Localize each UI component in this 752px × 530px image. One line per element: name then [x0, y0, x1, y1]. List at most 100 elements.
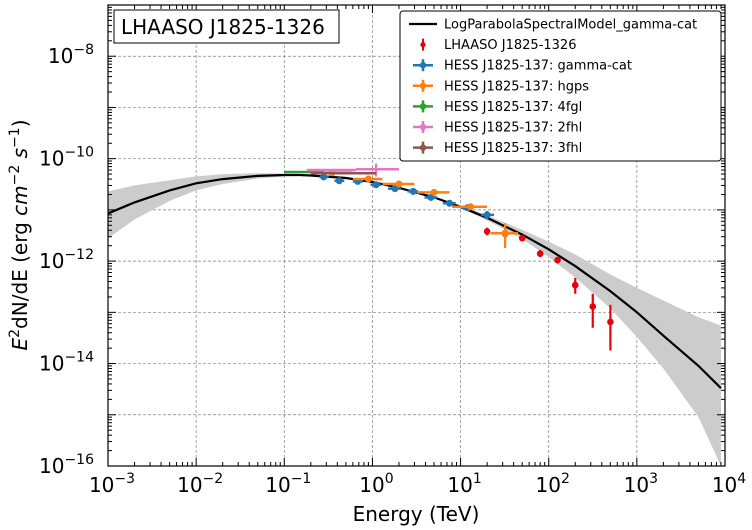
- legend-label: HESS J1825-137: 4fgl: [444, 100, 582, 115]
- data-point: [364, 175, 372, 183]
- tick-label-base: 10: [89, 473, 114, 497]
- data-point: [536, 250, 544, 257]
- plot-frame: [107, 4, 726, 467]
- data-point: [427, 193, 435, 201]
- x-axis-title: Energy (TeV): [353, 502, 480, 526]
- legend-label: LHAASO J1825-1326: [444, 38, 576, 53]
- tick-label-base: 10: [712, 473, 737, 497]
- tick-label-base: 10: [359, 473, 384, 497]
- legend-item: LHAASO J1825-1326: [420, 38, 576, 53]
- tick-label-base: 10: [265, 473, 290, 497]
- y-axis-title-part: E: [8, 338, 32, 351]
- data-point: [409, 187, 417, 195]
- tick-label-base: 10: [39, 352, 64, 376]
- data-point: [571, 281, 579, 289]
- x-tick-label: 10−2: [177, 471, 223, 497]
- series-hess-j1825-137-2fhl: [306, 163, 399, 177]
- x-axis: 10−3 10−2 10−1 100 101 102 103 104: [89, 5, 746, 497]
- y-axis-title-part: −1: [7, 127, 23, 148]
- tick-label-exponent: 0: [385, 471, 394, 487]
- legend-marker: [419, 144, 427, 151]
- legend-frame: [399, 10, 722, 162]
- data-point: [446, 199, 454, 207]
- tick-label-base: 10: [447, 473, 472, 497]
- tick-label-exponent: −16: [64, 452, 94, 468]
- tick-label-base: 10: [39, 249, 64, 273]
- tick-label-base: 10: [48, 44, 73, 68]
- y-tick-label: 10−14: [39, 350, 94, 376]
- legend-label: HESS J1825-137: hgps: [444, 79, 589, 94]
- legend-marker: [419, 103, 427, 110]
- data-point: [320, 173, 328, 181]
- data-point: [518, 234, 526, 242]
- y-tick-label: 10−10: [39, 145, 94, 171]
- x-tick-label: 10−1: [265, 471, 311, 497]
- data-point: [607, 318, 614, 326]
- legend-marker: [419, 61, 427, 69]
- legend-marker: [419, 82, 427, 90]
- tick-label-exponent: −10: [64, 145, 94, 161]
- legend-label: HESS J1825-137: 2fhl: [444, 121, 582, 136]
- tick-label-base: 10: [39, 454, 64, 478]
- data-point: [372, 181, 380, 189]
- y-axis-title: E2dN/dE (erg cm−2 s−1): [7, 119, 32, 350]
- legend-item: HESS J1825-137: 4fgl: [413, 100, 582, 115]
- x-tick-label: 100: [359, 471, 393, 497]
- chart-title: LHAASO J1825-1326: [121, 15, 325, 39]
- tick-label-base: 10: [536, 473, 561, 497]
- tick-label-exponent: 1: [473, 471, 482, 487]
- x-tick-label: 10−3: [89, 471, 135, 497]
- data-point: [391, 185, 399, 193]
- tick-label-exponent: −3: [114, 471, 135, 487]
- legend: LogParabolaSpectralModel_gamma-cat LHAASO…: [399, 10, 722, 162]
- legend-label: HESS J1825-137: 3fhl: [444, 141, 582, 156]
- tick-label-exponent: −2: [203, 471, 224, 487]
- y-tick-label: 10−8: [48, 42, 94, 68]
- data-point: [395, 180, 403, 188]
- tick-label-exponent: −14: [64, 350, 94, 366]
- model-line: [108, 173, 722, 389]
- y-axis-title-part: −2: [7, 165, 23, 186]
- legend-item: HESS J1825-137: gamma-cat: [413, 59, 632, 74]
- legend-label: LogParabolaSpectralModel_gamma-cat: [444, 18, 697, 33]
- data-point: [554, 256, 561, 264]
- legend-marker: [419, 123, 427, 131]
- legend-label: HESS J1825-137: gamma-cat: [444, 59, 632, 74]
- tick-label-exponent: 2: [561, 471, 570, 487]
- y-axis-title-part: s: [8, 148, 32, 158]
- x-tick-label: 102: [536, 471, 570, 497]
- tick-label-base: 10: [39, 147, 64, 171]
- tick-label-exponent: −1: [291, 471, 312, 487]
- plot-area: [108, 5, 725, 466]
- data-point: [589, 303, 597, 310]
- data-point: [483, 228, 491, 235]
- chart-title-frame: [113, 9, 340, 44]
- data-point: [467, 203, 475, 211]
- y-axis-title-part: dN/dE (erg: [8, 216, 32, 329]
- x-tick-label: 104: [712, 471, 746, 497]
- data-point: [483, 211, 491, 219]
- y-tick-label: 10−16: [39, 452, 94, 478]
- y-axis-title-part: 2: [7, 329, 23, 338]
- y-tick-label: 10−12: [39, 247, 94, 273]
- legend-item: HESS J1825-137: 2fhl: [413, 121, 582, 136]
- legend-item: LogParabolaSpectralModel_gamma-cat: [409, 18, 697, 33]
- tick-label-base: 10: [177, 473, 202, 497]
- data-point: [430, 188, 438, 196]
- tick-label-exponent: −12: [64, 247, 94, 263]
- data-point: [335, 177, 343, 185]
- tick-label-exponent: 4: [737, 471, 746, 487]
- tick-label-exponent: −8: [73, 42, 94, 58]
- y-axis-title-part: ): [8, 119, 32, 127]
- legend-marker: [420, 42, 426, 48]
- x-tick-label: 101: [447, 471, 481, 497]
- tick-label-exponent: 3: [649, 471, 658, 487]
- data-point: [501, 229, 509, 237]
- model-error-band: [108, 173, 721, 466]
- y-axis-title-part: cm: [8, 185, 32, 215]
- x-tick-label: 103: [624, 471, 658, 497]
- legend-item: HESS J1825-137: 3fhl: [413, 141, 582, 156]
- legend-item: HESS J1825-137: hgps: [413, 79, 589, 94]
